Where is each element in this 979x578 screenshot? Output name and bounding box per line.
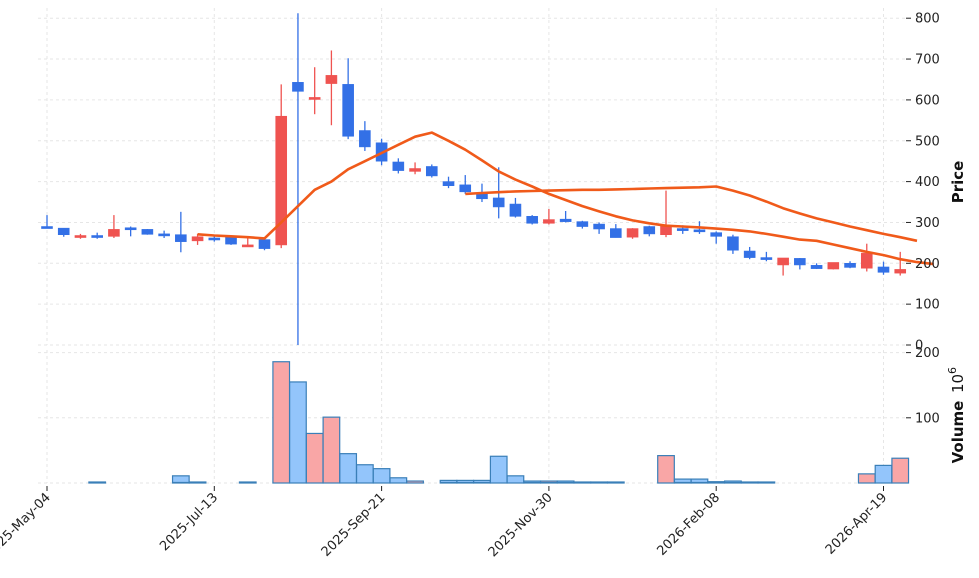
candle-body <box>492 197 505 208</box>
candle-body <box>275 115 288 246</box>
candle-body <box>241 244 254 248</box>
volume-bar <box>305 432 324 484</box>
candle-body <box>860 252 873 269</box>
candle-body <box>208 237 221 241</box>
candle-body <box>57 227 70 236</box>
candle-body <box>810 265 823 269</box>
candle-body <box>576 221 589 227</box>
price-tick-label: 700 <box>915 53 940 68</box>
candle-body <box>543 219 555 224</box>
candle-body <box>41 226 53 229</box>
candle-body <box>442 181 455 186</box>
candle-body <box>894 269 907 274</box>
candle-body <box>91 235 103 238</box>
date-tick-label: 2026-Apr-19 <box>823 490 890 557</box>
volume-axis: 100 200 <box>906 346 940 426</box>
candle-body <box>509 203 522 217</box>
candle-body <box>225 236 237 245</box>
price-tick-label: 0 <box>915 339 923 354</box>
price-axis-title: Price <box>949 161 967 204</box>
candle-body <box>676 228 689 231</box>
volume-bar <box>874 464 893 484</box>
candle-body <box>626 228 639 238</box>
volume-bar <box>372 468 391 484</box>
candle-body <box>710 232 723 237</box>
candle-body <box>559 218 572 222</box>
candle-body <box>141 229 154 235</box>
candle-body <box>593 223 605 230</box>
volume-tick-label: 100 <box>915 411 940 426</box>
candle-body <box>459 184 472 193</box>
price-tick-label: 100 <box>915 298 940 313</box>
volume-bar <box>389 477 408 484</box>
volume-exponent-label: 106 <box>946 367 967 393</box>
volume-bar <box>657 455 675 484</box>
price-tick-label: 600 <box>915 93 940 108</box>
candle-body <box>124 227 137 231</box>
volume-bar <box>272 361 291 484</box>
price-candles <box>41 13 907 345</box>
candle-body <box>158 233 170 237</box>
candle-body <box>308 97 321 100</box>
candle-body <box>325 75 338 84</box>
candle-body <box>425 166 438 177</box>
price-tick-label: 200 <box>915 257 940 272</box>
candle-body <box>844 262 856 268</box>
volume-axis-title: Volume <box>949 401 967 464</box>
volume-bar <box>355 464 374 484</box>
volume-bar <box>188 481 207 484</box>
price-axis: 0 100 200 300 400 500 600 700 800 <box>906 12 940 354</box>
candle-body <box>175 234 187 242</box>
price-tick-label: 400 <box>915 175 940 190</box>
candle-body <box>610 228 622 238</box>
candle-body <box>760 257 773 260</box>
date-tick-label: 2025-Jul-13 <box>157 490 221 554</box>
candle-body <box>342 84 354 137</box>
volume-bar <box>339 453 358 484</box>
price-tick-label: 300 <box>915 216 940 231</box>
candle-body <box>74 235 87 238</box>
candle-body <box>526 216 538 224</box>
volume-bar <box>322 416 341 484</box>
candle-body <box>660 225 672 236</box>
candle-body <box>794 258 806 266</box>
candle-body <box>827 262 840 270</box>
date-tick-label: 2025-Sep-21 <box>319 490 389 560</box>
candle-body <box>292 82 304 92</box>
candle-body <box>409 168 421 172</box>
volume-bar <box>606 481 625 484</box>
moving-average-line <box>465 185 918 243</box>
volume-bar <box>506 475 525 484</box>
volume-tick-label: 200 <box>915 346 940 361</box>
candle-body <box>258 239 271 249</box>
date-tick-label: 2025-May-04 <box>0 490 54 561</box>
price-tick-label: 500 <box>915 134 940 149</box>
volume-bar <box>406 480 424 484</box>
candle-body <box>693 229 706 233</box>
grid-lines <box>38 8 905 484</box>
volume-bar <box>489 455 508 484</box>
candle-body <box>191 236 204 242</box>
volume-bars <box>88 361 910 484</box>
candle-body <box>359 130 371 148</box>
volume-bar <box>891 457 910 484</box>
volume-bar <box>289 381 307 484</box>
date-tick-label: 2026-Feb-08 <box>654 490 723 559</box>
moving-average-line <box>197 131 934 266</box>
date-axis: 2025-May-04 2025-Jul-13 2025-Sep-21 2025-No… <box>0 486 890 561</box>
moving-average-lines <box>197 131 934 266</box>
candle-body <box>777 257 789 266</box>
date-tick-label: 2025-Nov-30 <box>486 490 556 560</box>
volume-bar <box>857 473 876 484</box>
candle-body <box>877 266 890 273</box>
candle-body <box>392 161 405 171</box>
candle-body <box>643 226 656 235</box>
candle-body <box>727 236 739 251</box>
candle-body <box>743 250 756 258</box>
price-tick-label: 800 <box>915 12 940 27</box>
candle-body <box>108 229 120 237</box>
